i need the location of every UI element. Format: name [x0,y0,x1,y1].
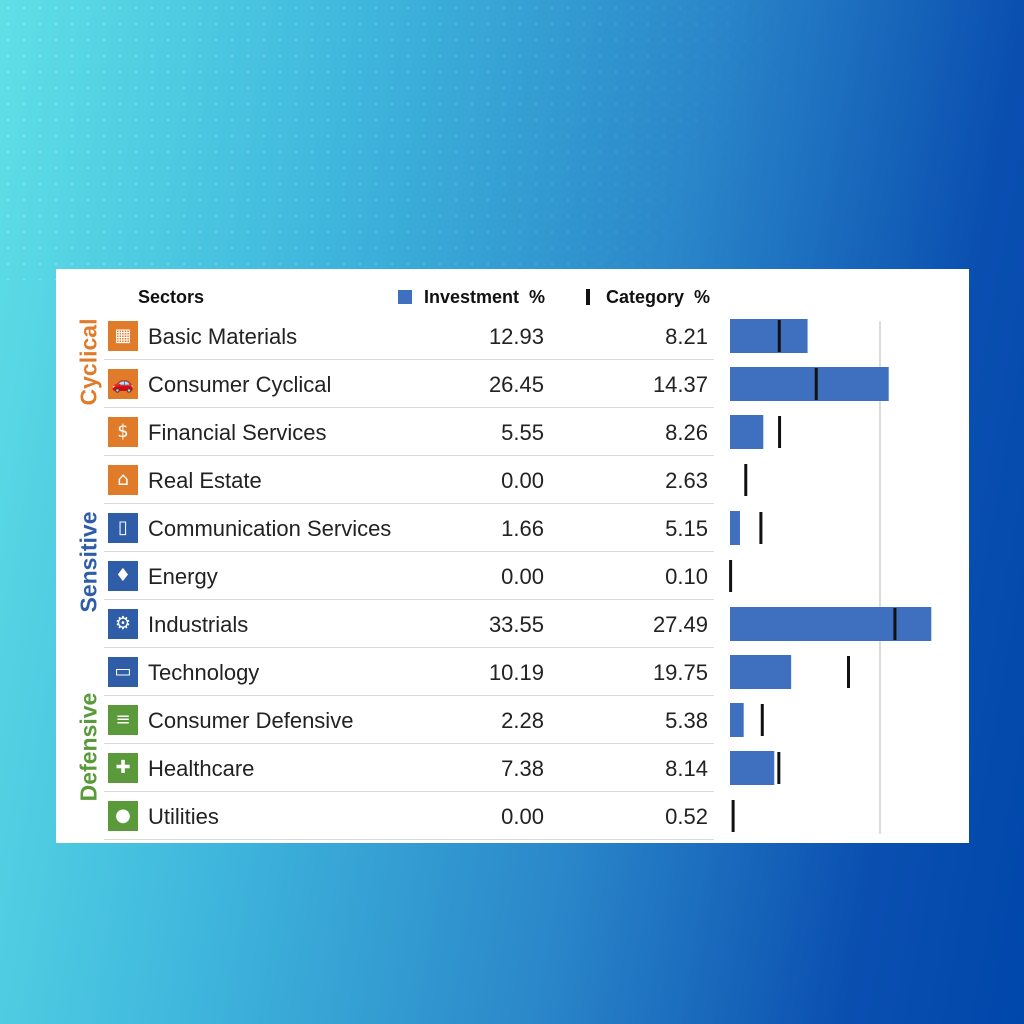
category-value: 8.26 [665,420,708,445]
investment-value: 7.38 [501,756,544,781]
row-divider [104,791,714,792]
table-row: 🚗 Consumer Cyclical 26.45 14.37 [104,360,714,408]
table-row: $ Financial Services 5.55 8.26 [104,408,714,456]
computer-icon: ▭ [108,657,138,687]
cross-icon: ✚ [108,753,138,783]
bricks-icon: ▦ [108,321,138,351]
money-icon: $ [108,417,138,447]
table-row: ▦ Basic Materials 12.93 8.21 [104,312,714,360]
row-divider [104,551,714,552]
investment-value: 10.19 [488,660,544,685]
background-dot-pattern [0,0,1024,280]
table-row: ≡ Consumer Defensive 2.28 5.38 [104,696,714,744]
investment-value: 1.66 [501,516,544,541]
investment-value: 33.55 [488,612,544,637]
row-divider [104,839,714,840]
table-row: ● Utilities 0.00 0.52 [104,792,714,840]
sector-name: Energy [148,564,218,589]
gear-icon: ⚙ [108,609,138,639]
table-row: ✚ Healthcare 7.38 8.14 [104,744,714,792]
sector-name: Consumer Defensive [148,708,354,733]
sector-name: Communication Services [148,516,392,541]
car-icon: 🚗 [108,369,138,399]
legend-category-label: Category % [606,287,711,307]
sector-name: Consumer Cyclical [148,372,332,397]
investment-value: 26.45 [488,372,544,397]
investment-value: 0.00 [501,564,544,589]
investment-swatch [398,290,412,304]
sector-name: Industrials [148,612,249,637]
table-row: ▭ Technology 10.19 19.75 [104,648,714,696]
category-value: 5.38 [665,708,708,733]
row-divider [104,647,714,648]
sector-breakdown-card: Sectors Investment % Category % Cyclical… [56,269,969,843]
category-marker [777,320,781,352]
investment-value: 12.93 [488,324,544,349]
investment-bar [730,751,775,785]
legend-investment-label: Investment % [424,287,546,307]
table-row: ♦ Energy 0.00 0.10 [104,552,714,600]
category-value: 5.15 [665,516,708,541]
legend-investment: Investment % [398,287,545,308]
category-marker [731,800,735,832]
category-value: 14.37 [652,372,708,397]
row-divider [104,455,714,456]
table-row: ⚙ Industrials 33.55 27.49 [104,600,714,648]
table-row: ▯ Communication Services 1.66 5.15 [104,504,714,552]
cart-icon: ≡ [108,705,138,735]
sector-name: Healthcare [148,756,255,781]
category-swatch [586,289,590,305]
phone-icon: ▯ [108,513,138,543]
investment-bar [730,607,932,641]
table-row: ⌂ Real Estate 0.00 2.63 [104,456,714,504]
legend-category: Category % [586,287,710,308]
investment-value: 2.28 [501,708,544,733]
house-icon: ⌂ [108,465,138,495]
row-divider [104,407,714,408]
investment-bar [730,655,792,689]
category-value: 0.10 [665,564,708,589]
sector-name: Utilities [148,804,219,829]
investment-bar [730,415,764,449]
category-value: 0.52 [665,804,708,829]
category-value: 19.75 [652,660,708,685]
row-divider [104,359,714,360]
row-divider [104,599,714,600]
sector-name: Real Estate [148,468,262,493]
row-divider [104,743,714,744]
category-marker [814,368,818,400]
sector-name: Basic Materials [148,324,298,349]
category-marker [778,416,782,448]
sector-bar-chart [729,319,932,834]
category-marker [893,608,897,640]
investment-bar [730,319,808,353]
investment-value: 5.55 [501,420,544,445]
category-marker [744,464,748,496]
investment-bar [730,703,744,737]
row-divider [104,503,714,504]
category-marker [759,512,763,544]
investment-value: 0.00 [501,804,544,829]
category-value: 8.21 [665,324,708,349]
category-value: 8.14 [665,756,708,781]
bulb-icon: ● [108,801,138,831]
header-sectors: Sectors [138,287,205,307]
category-marker [760,704,764,736]
investment-bar [730,367,889,401]
investment-bar [730,511,740,545]
category-value: 27.49 [652,612,708,637]
category-value: 2.63 [665,468,708,493]
category-marker [729,560,733,592]
row-divider [104,695,714,696]
category-marker [847,656,850,688]
category-marker [777,752,781,784]
investment-value: 0.00 [501,468,544,493]
sector-name: Technology [148,660,260,685]
flame-icon: ♦ [108,561,138,591]
sector-name: Financial Services [148,420,327,445]
